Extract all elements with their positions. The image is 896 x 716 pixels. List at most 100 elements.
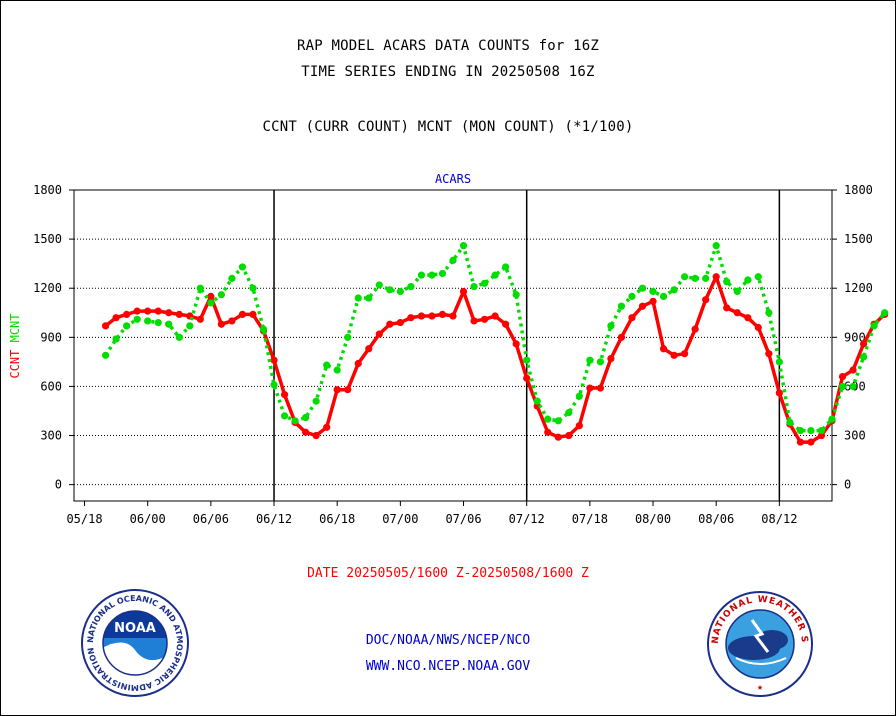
data-point-mcnt — [649, 287, 657, 296]
data-point-mcnt — [628, 292, 636, 300]
data-point-mcnt — [396, 287, 404, 296]
data-point-ccnt — [123, 310, 131, 318]
data-point-mcnt — [175, 333, 183, 341]
data-point-ccnt — [270, 356, 278, 364]
data-point-ccnt — [438, 310, 447, 318]
data-point-ccnt — [628, 314, 636, 322]
website-link[interactable]: WWW.NCO.NCEP.NOAA.GOV — [365, 659, 531, 674]
x-tick-label: 07/18 — [572, 512, 608, 526]
svg-text:NOAA: NOAA — [114, 621, 156, 636]
data-point-mcnt — [238, 263, 247, 271]
data-point-mcnt — [291, 417, 299, 425]
nws-logo: NATIONAL WEATHER SERVICE ★ — [706, 590, 813, 697]
data-point-ccnt — [723, 304, 731, 312]
chart-subtitle: CCNT (CURR COUNT) MCNT (MON COUNT) (*1/1… — [262, 119, 634, 135]
x-tick-label: 08/00 — [635, 512, 671, 526]
data-point-mcnt — [554, 417, 562, 425]
y-tick-label-right: 900 — [844, 330, 866, 344]
data-point-mcnt — [723, 278, 731, 286]
data-point-ccnt — [638, 302, 647, 310]
noaa-logo: NATIONAL OCEANIC AND ATMOSPHERIC ADMINIS… — [80, 588, 189, 697]
data-point-ccnt — [470, 317, 478, 325]
data-point-mcnt — [828, 415, 836, 423]
data-point-ccnt — [607, 354, 615, 363]
data-point-ccnt — [491, 312, 499, 320]
data-point-mcnt — [681, 273, 689, 281]
data-point-mcnt — [154, 318, 162, 327]
data-point-ccnt — [586, 384, 594, 392]
chart-title-line1: RAP MODEL ACARS DATA COUNTS for 16Z — [296, 38, 599, 54]
data-point-ccnt — [523, 374, 531, 382]
data-point-ccnt — [754, 323, 762, 332]
data-point-ccnt — [617, 333, 626, 341]
data-point-mcnt — [596, 358, 604, 366]
data-point-ccnt — [112, 314, 120, 322]
data-point-mcnt — [228, 274, 236, 282]
data-point-mcnt — [533, 397, 541, 405]
data-point-mcnt — [365, 294, 373, 302]
x-tick-label: 05/18 — [66, 512, 102, 526]
data-point-mcnt — [112, 335, 120, 343]
data-point-mcnt — [733, 287, 741, 296]
data-point-mcnt — [491, 271, 499, 279]
data-point-ccnt — [796, 438, 805, 446]
data-point-mcnt — [101, 351, 110, 359]
data-point-ccnt — [302, 428, 310, 436]
data-point-mcnt — [449, 256, 457, 264]
x-tick-label: 06/18 — [319, 512, 355, 526]
data-point-mcnt — [512, 291, 520, 299]
data-point-ccnt — [333, 386, 341, 394]
y-tick-label-left: 1200 — [33, 281, 62, 295]
data-point-ccnt — [691, 325, 699, 333]
data-point-mcnt — [744, 276, 752, 284]
data-point-mcnt — [459, 242, 468, 250]
x-tick-label: 07/00 — [382, 512, 418, 526]
x-tick-label: 07/12 — [509, 512, 545, 526]
data-point-mcnt — [280, 412, 289, 420]
data-point-mcnt — [523, 356, 531, 364]
data-point-ccnt — [765, 350, 773, 358]
data-point-mcnt — [323, 361, 331, 369]
data-point-ccnt — [354, 359, 362, 368]
x-tick-label: 06/12 — [256, 512, 292, 526]
data-point-mcnt — [196, 284, 204, 292]
data-point-mcnt — [765, 309, 773, 317]
data-point-mcnt — [586, 356, 594, 364]
data-point-mcnt — [638, 284, 647, 292]
data-point-ccnt — [659, 345, 668, 353]
data-point-mcnt — [575, 392, 583, 400]
data-point-mcnt — [165, 320, 173, 328]
data-point-ccnt — [575, 422, 583, 430]
data-point-ccnt — [849, 366, 857, 374]
data-point-ccnt — [649, 297, 657, 305]
data-point-mcnt — [754, 273, 762, 281]
data-point-mcnt — [775, 358, 783, 366]
data-point-mcnt — [565, 409, 573, 417]
data-point-ccnt — [375, 330, 383, 338]
y-tick-label-right: 0 — [844, 478, 851, 492]
data-point-ccnt — [596, 384, 604, 392]
data-point-mcnt — [428, 271, 436, 279]
data-point-ccnt — [807, 438, 815, 446]
x-tick-label: 06/00 — [130, 512, 166, 526]
data-point-ccnt — [744, 314, 752, 322]
data-point-mcnt — [312, 397, 320, 405]
data-point-ccnt — [154, 307, 162, 315]
data-point-ccnt — [565, 431, 573, 440]
org-path-link[interactable]: DOC/NOAA/NWS/NCEP/NCO — [365, 633, 531, 648]
series-line-ccnt — [104, 275, 886, 444]
y-tick-label-right: 300 — [844, 429, 866, 443]
data-point-ccnt — [196, 315, 204, 323]
data-point-ccnt — [681, 350, 689, 358]
data-point-mcnt — [702, 274, 710, 282]
data-point-ccnt — [512, 340, 520, 348]
data-point-mcnt — [217, 291, 225, 299]
data-point-mcnt — [470, 282, 478, 291]
data-point-mcnt — [386, 286, 394, 294]
data-point-ccnt — [144, 307, 152, 315]
data-point-mcnt — [354, 294, 362, 302]
data-point-ccnt — [207, 292, 215, 300]
y-tick-label-left: 1800 — [33, 183, 62, 197]
data-point-mcnt — [859, 353, 868, 361]
